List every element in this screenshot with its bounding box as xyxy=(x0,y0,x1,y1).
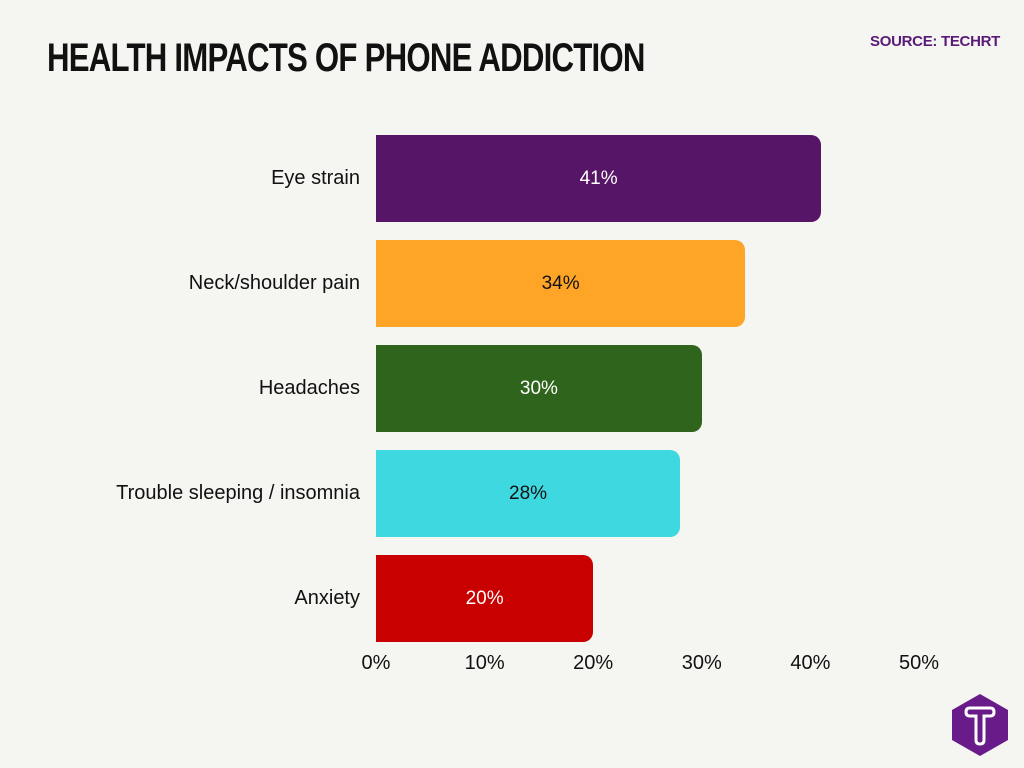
bar-row: Eye strain 41% xyxy=(0,135,1024,222)
bar: 20% xyxy=(376,555,594,642)
category-label: Trouble sleeping / insomnia xyxy=(116,482,360,504)
category-label: Eye strain xyxy=(271,167,360,189)
bar-row: Trouble sleeping / insomnia 28% xyxy=(0,450,1024,537)
x-tick-label: 50% xyxy=(898,652,940,674)
chart-title: HEALTH IMPACTS OF PHONE ADDICTION xyxy=(47,36,645,80)
bar: 34% xyxy=(376,240,746,327)
category-label: Headaches xyxy=(258,377,360,399)
techrt-logo-icon xyxy=(952,694,1008,756)
bar-value-label: 30% xyxy=(519,378,558,399)
x-tick-label: 30% xyxy=(681,652,722,674)
x-tick-label: 40% xyxy=(790,652,831,674)
category-label: Anxiety xyxy=(294,587,360,609)
x-tick-label: 10% xyxy=(464,652,505,674)
x-tick-label: 0% xyxy=(361,652,391,674)
source-label: SOURCE: TECHRT xyxy=(870,33,1000,50)
bar-value-label: 34% xyxy=(541,273,580,294)
bar-value-label: 41% xyxy=(579,168,618,189)
bar: 30% xyxy=(376,345,702,432)
bar-value-label: 20% xyxy=(465,588,504,609)
category-label: Neck/shoulder pain xyxy=(188,272,360,294)
bar-row: Neck/shoulder pain 34% xyxy=(0,240,1024,327)
x-tick-label: 20% xyxy=(573,652,614,674)
bar-row: Anxiety 20% xyxy=(0,555,1024,642)
bar: 41% xyxy=(376,135,822,222)
bar: 28% xyxy=(376,450,681,537)
bar-value-label: 28% xyxy=(509,483,548,504)
bar-row: Headaches 30% xyxy=(0,345,1024,432)
